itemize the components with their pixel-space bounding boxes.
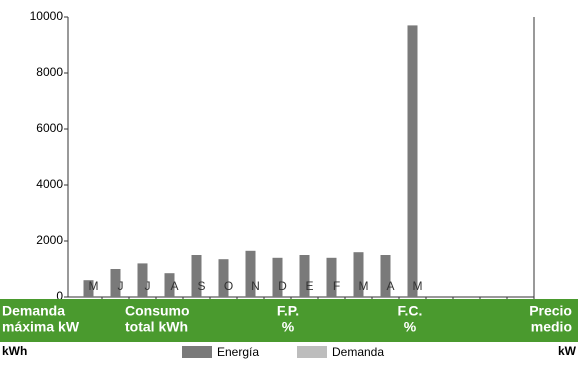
x-tick-label: E xyxy=(305,279,313,293)
band-label: Demanda xyxy=(2,303,65,319)
y-tick-label: 4000 xyxy=(36,177,63,191)
band-label: total kWh xyxy=(125,319,188,335)
y-tick-label: 2000 xyxy=(36,233,63,247)
band-label: medio xyxy=(531,319,572,335)
band-label: % xyxy=(282,319,295,335)
bar xyxy=(191,255,202,297)
y-tick-label: 0 xyxy=(56,289,63,303)
bar xyxy=(137,263,148,297)
bar xyxy=(299,255,310,297)
x-tick-label: J xyxy=(118,279,124,293)
y-tick-label: 8000 xyxy=(36,65,63,79)
x-tick-label: F xyxy=(333,279,340,293)
bar xyxy=(83,280,94,297)
x-tick-label: M xyxy=(89,279,99,293)
band-label: F.C. xyxy=(398,303,423,319)
y-tick-label: 6000 xyxy=(36,121,63,135)
band-label: Consumo xyxy=(125,303,190,319)
bar xyxy=(272,257,283,297)
bar xyxy=(245,250,256,297)
x-tick-label: A xyxy=(386,279,394,293)
x-tick-label: M xyxy=(413,279,423,293)
bar xyxy=(380,255,391,297)
x-tick-label: J xyxy=(145,279,151,293)
legend-label: Energía xyxy=(217,345,259,359)
x-tick-label: A xyxy=(170,279,178,293)
bar xyxy=(407,25,418,298)
band-label: Precio xyxy=(529,303,572,319)
bar xyxy=(164,273,175,297)
unit-label: kWh xyxy=(2,344,27,358)
legend-swatch xyxy=(297,346,327,358)
x-tick-label: N xyxy=(251,279,260,293)
legend-swatch xyxy=(182,346,212,358)
x-tick-label: O xyxy=(224,279,233,293)
x-tick-label: S xyxy=(197,279,205,293)
bar xyxy=(353,252,364,297)
band-label: % xyxy=(404,319,417,335)
band-bg xyxy=(0,299,578,342)
band-label: F.P. xyxy=(277,303,299,319)
bar xyxy=(326,257,337,297)
x-tick-label: M xyxy=(359,279,369,293)
unit-label: kW xyxy=(558,344,577,358)
x-tick-label: D xyxy=(278,279,287,293)
bar xyxy=(110,269,121,297)
bar xyxy=(218,259,229,297)
y-tick-label: 10000 xyxy=(30,9,64,23)
band-label: máxima kW xyxy=(2,319,80,335)
legend-label: Demanda xyxy=(332,345,384,359)
